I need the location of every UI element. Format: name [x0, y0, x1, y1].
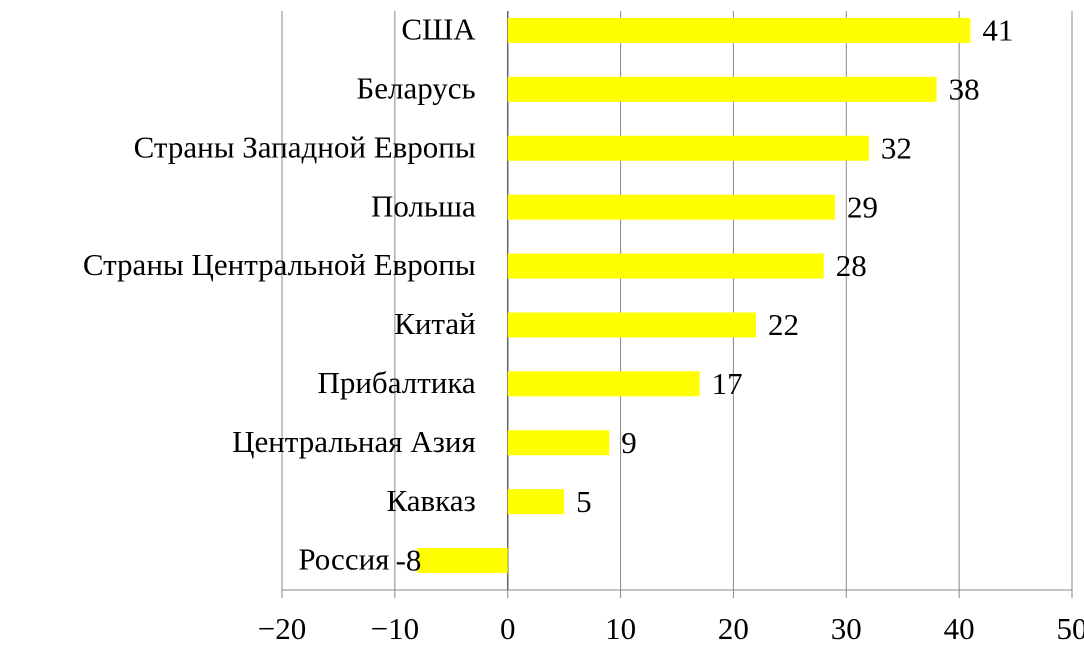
x-tick-label: 20	[718, 611, 749, 646]
category-label: Польша	[371, 188, 476, 223]
value-label: 29	[847, 189, 878, 224]
category-label: Китай	[394, 306, 476, 341]
category-label: Россия	[298, 542, 389, 577]
bar	[507, 253, 824, 279]
bar	[507, 135, 869, 161]
bar	[507, 430, 610, 456]
bar	[507, 371, 700, 397]
bar	[507, 17, 971, 43]
x-tick-label: 10	[605, 611, 636, 646]
value-label: 22	[768, 307, 799, 342]
x-tick-label: −10	[371, 611, 419, 646]
category-label: Страны Западной Европы	[134, 129, 476, 164]
bar	[507, 194, 835, 220]
value-label: 5	[576, 484, 592, 519]
category-label: США	[401, 12, 476, 47]
value-label: -8	[396, 543, 422, 578]
value-label: 17	[712, 366, 743, 401]
value-label: 41	[982, 13, 1013, 48]
bar	[507, 489, 565, 515]
x-tick-label: 0	[500, 611, 516, 646]
value-label: 38	[949, 71, 980, 106]
category-label: Кавказ	[386, 483, 475, 518]
value-label: 9	[621, 425, 637, 460]
x-tick-label: −20	[258, 611, 306, 646]
bar	[507, 312, 756, 338]
category-label: Прибалтика	[317, 365, 475, 400]
x-tick-label: 30	[831, 611, 862, 646]
category-label: Центральная Азия	[232, 424, 476, 459]
category-label: Страны Центральной Европы	[83, 247, 476, 282]
x-tick-label: 40	[944, 611, 975, 646]
value-label: 28	[836, 248, 867, 283]
value-label: 32	[881, 130, 912, 165]
bar	[417, 548, 508, 574]
x-tick-label: 50	[1057, 611, 1084, 646]
bar	[507, 76, 937, 102]
category-label: Беларусь	[356, 70, 475, 105]
